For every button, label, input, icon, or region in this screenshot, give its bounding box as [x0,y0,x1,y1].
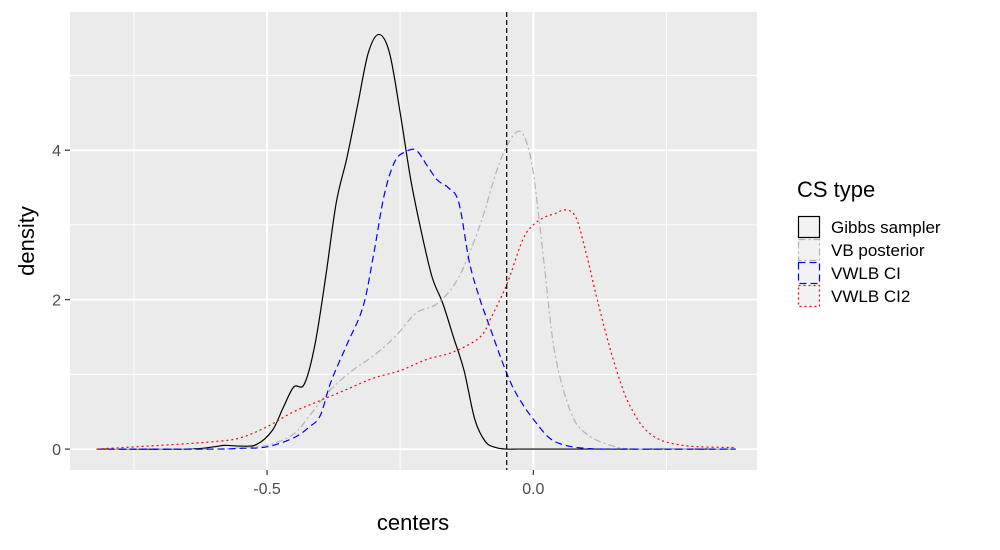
x-tick-label: 0.0 [522,481,544,498]
plot-panel [70,12,757,470]
series-line-vb-posterior [96,130,736,450]
legend-label: VWLB CI [831,264,901,283]
legend-key [797,238,821,262]
x-axis-title: centers [377,510,449,535]
legend-key-background [798,216,820,238]
legend-title: CS type [797,177,875,202]
legend-key [797,284,821,308]
series-line-vwlb-ci [96,148,736,450]
legend: CS type Gibbs sampler VB posterior VWLB CI… [797,177,941,308]
x-axis: -0.5 0.0 [253,470,545,498]
y-tick-label: 2 [52,293,61,310]
y-axis-title: density [14,206,39,276]
legend-key-background [798,262,820,284]
y-tick-label: 4 [52,143,61,160]
legend-key-background [798,239,820,261]
legend-label: VB posterior [831,241,925,260]
legend-label: Gibbs sampler [831,218,941,237]
x-tick-label: -0.5 [253,481,281,498]
legend-key [797,215,821,239]
legend-key-background [798,285,820,307]
y-tick-label: 0 [52,442,61,459]
series-lines [96,33,736,450]
y-axis: 0 2 4 [52,143,70,459]
minor-gridlines [70,12,757,470]
series-line-gibbs-sampler [96,33,736,450]
legend-label: VWLB CI2 [831,287,910,306]
series-line-vwlb-ci2 [96,209,736,450]
